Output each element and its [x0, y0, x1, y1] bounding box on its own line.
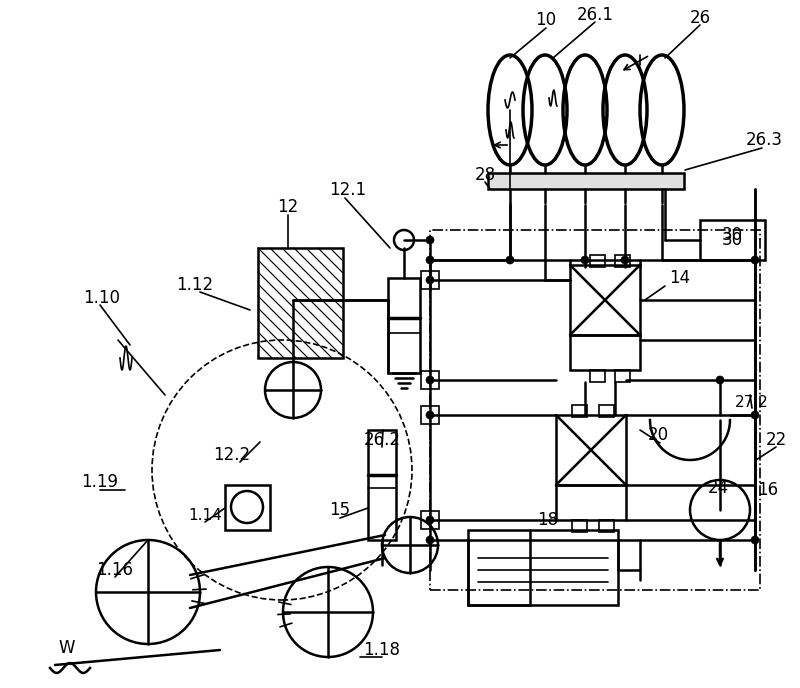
Text: 14: 14 [670, 269, 690, 287]
Bar [570, 335, 640, 370]
Bar [599, 405, 614, 417]
Bar [615, 370, 630, 382]
Bar [488, 173, 684, 189]
Bar [421, 371, 439, 389]
Bar [615, 255, 630, 267]
Text: 12.1: 12.1 [330, 181, 366, 199]
Circle shape [751, 256, 759, 264]
Text: 24: 24 [707, 479, 729, 497]
Bar [700, 220, 765, 260]
Text: 30: 30 [722, 226, 742, 244]
Bar [421, 271, 439, 289]
Text: 1.14: 1.14 [188, 508, 222, 522]
Circle shape [426, 276, 434, 284]
Bar [421, 511, 439, 529]
Bar [468, 530, 618, 605]
Bar [590, 255, 605, 267]
Text: 28: 28 [474, 166, 495, 184]
Circle shape [751, 411, 759, 419]
Text: 20: 20 [647, 426, 669, 444]
Text: 15: 15 [330, 501, 350, 519]
Bar [430, 230, 760, 590]
Bar [570, 265, 640, 335]
Bar [590, 370, 605, 382]
Text: 18: 18 [538, 511, 558, 529]
Text: 16: 16 [758, 481, 778, 499]
Text: 1.18: 1.18 [363, 641, 401, 659]
Text: 10: 10 [535, 11, 557, 29]
Circle shape [621, 256, 629, 264]
Circle shape [751, 536, 759, 544]
Bar [572, 405, 587, 417]
Text: 26.1: 26.1 [577, 6, 614, 24]
Text: 12: 12 [278, 198, 298, 216]
Circle shape [426, 256, 434, 264]
Circle shape [426, 236, 434, 244]
Bar [556, 485, 626, 520]
Text: 12.2: 12.2 [214, 446, 250, 464]
Bar [388, 278, 420, 373]
Text: 30: 30 [722, 231, 742, 249]
Circle shape [506, 256, 514, 264]
Bar [258, 248, 343, 358]
Text: 27.2: 27.2 [735, 394, 769, 409]
Circle shape [716, 376, 724, 384]
Circle shape [426, 376, 434, 384]
Bar [368, 430, 396, 540]
Text: 1.19: 1.19 [82, 473, 118, 491]
Circle shape [426, 536, 434, 544]
Text: W: W [58, 639, 75, 657]
Circle shape [581, 256, 589, 264]
Text: 1.10: 1.10 [83, 289, 121, 307]
Circle shape [426, 516, 434, 524]
Text: 22: 22 [766, 431, 786, 449]
Text: 26.3: 26.3 [746, 131, 782, 149]
Bar [572, 520, 587, 532]
Bar [599, 520, 614, 532]
Bar [225, 485, 270, 530]
Text: 26.2: 26.2 [363, 431, 401, 449]
Bar [421, 406, 439, 424]
Text: 26: 26 [690, 9, 710, 27]
Bar [556, 415, 626, 485]
Text: 1.16: 1.16 [97, 561, 134, 579]
Circle shape [426, 411, 434, 419]
Text: 1.12: 1.12 [177, 276, 214, 294]
